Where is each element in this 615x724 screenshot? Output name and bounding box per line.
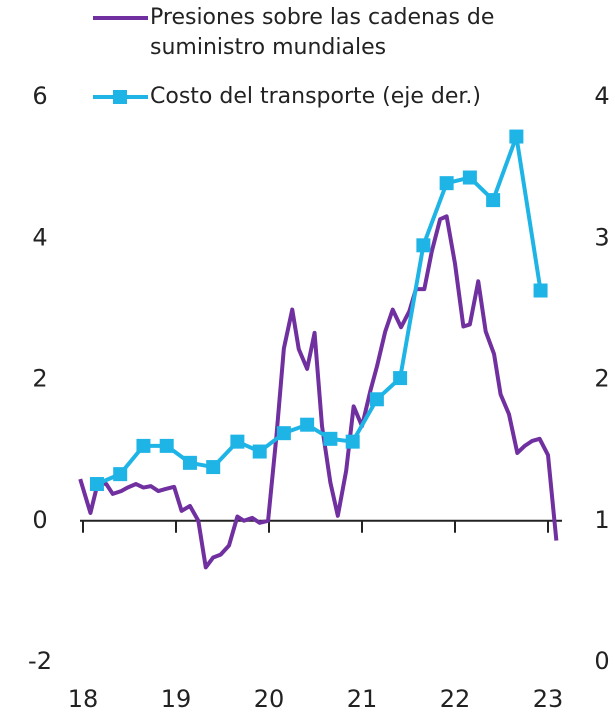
marker <box>113 467 128 482</box>
marker <box>439 176 454 191</box>
marker <box>206 460 221 475</box>
legend-marker <box>113 90 127 104</box>
marker <box>345 434 360 449</box>
x-tick-label: 20 <box>254 685 285 713</box>
y2-tick-label: 3 <box>594 223 609 251</box>
legend-label: Presiones sobre las cadenas de suministr… <box>150 5 495 60</box>
marker <box>300 417 315 432</box>
marker <box>276 426 291 441</box>
y-tick-label: 4 <box>32 223 47 251</box>
y-tick-label: 0 <box>32 506 47 534</box>
marker <box>182 455 197 470</box>
marker <box>89 477 104 492</box>
marker <box>393 371 408 386</box>
marker <box>136 438 151 453</box>
x-tick-label: 23 <box>533 685 564 713</box>
marker <box>533 283 548 298</box>
marker <box>323 431 338 446</box>
x-tick-label: 19 <box>161 685 192 713</box>
y2-tick-label: 2 <box>594 365 609 393</box>
x-tick-label: 18 <box>68 685 99 713</box>
marker <box>509 129 524 144</box>
y-tick-label: -2 <box>28 647 52 675</box>
marker <box>252 444 267 459</box>
marker <box>369 392 384 407</box>
series-line <box>78 214 559 570</box>
y-tick-label: 2 <box>32 365 47 393</box>
marker <box>416 238 431 253</box>
marker <box>486 193 501 208</box>
marker <box>462 170 477 185</box>
x-tick-label: 22 <box>440 685 471 713</box>
y2-tick-label: 4 <box>594 82 609 110</box>
y2-tick-label: 0 <box>594 647 609 675</box>
y-tick-label: 6 <box>32 82 47 110</box>
legend-label: Costo del transporte (eje der.) <box>150 84 482 109</box>
y2-tick-label: 1 <box>594 506 609 534</box>
marker <box>159 438 174 453</box>
marker <box>230 434 245 449</box>
x-tick-label: 21 <box>347 685 378 713</box>
